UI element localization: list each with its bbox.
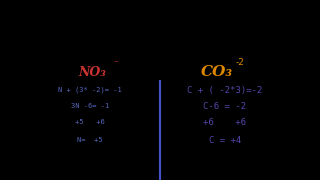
Text: CO₃: CO₃: [201, 65, 233, 79]
Text: oxidation state of an atom: oxidation state of an atom: [60, 29, 260, 42]
Text: N + (3* -2)= -1: N + (3* -2)= -1: [58, 87, 122, 93]
Text: +6    +6: +6 +6: [203, 118, 246, 127]
Text: 3N -6= -1: 3N -6= -1: [71, 103, 109, 109]
Text: How to calculate the: How to calculate the: [83, 7, 237, 20]
Text: NO₃: NO₃: [79, 66, 106, 78]
Text: C-6 = -2: C-6 = -2: [203, 102, 246, 111]
Text: N=  +5: N= +5: [77, 137, 102, 143]
Text: in a compound: in a compound: [105, 50, 215, 63]
Text: C + ( -2*3)=-2: C + ( -2*3)=-2: [187, 86, 262, 94]
Text: +5   +6: +5 +6: [75, 119, 105, 125]
Text: -2: -2: [235, 58, 244, 67]
Text: C = +4: C = +4: [209, 136, 241, 145]
Text: ⁻: ⁻: [113, 59, 118, 69]
